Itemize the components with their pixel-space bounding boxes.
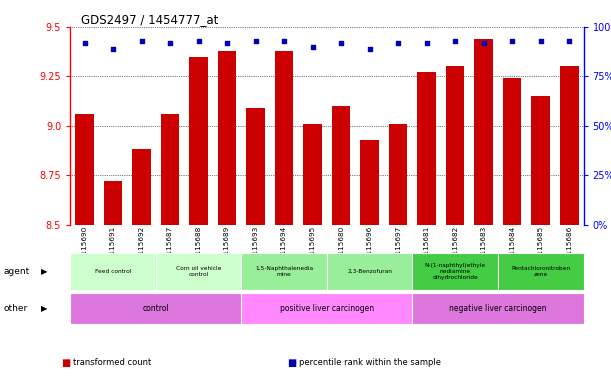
Point [479, 40, 489, 46]
Point [222, 40, 232, 46]
Text: 1,5-Naphthalenedia
mine: 1,5-Naphthalenedia mine [255, 266, 313, 277]
Bar [389, 124, 408, 225]
Point [336, 40, 346, 46]
Text: percentile rank within the sample: percentile rank within the sample [299, 358, 441, 367]
Point [450, 38, 460, 44]
Text: N-(1-naphthyl)ethyle
nediamine
dihydrochloride: N-(1-naphthyl)ethyle nediamine dihydroch… [425, 263, 486, 280]
Point [422, 40, 431, 46]
Point [393, 40, 403, 46]
Bar [303, 124, 322, 225]
Bar [474, 39, 493, 225]
Bar [446, 66, 464, 225]
Text: agent: agent [3, 267, 29, 276]
Point [251, 38, 260, 44]
Text: Corn oil vehicle
control: Corn oil vehicle control [176, 266, 221, 277]
Bar [104, 181, 122, 225]
Text: Feed control: Feed control [95, 269, 131, 274]
Bar [218, 51, 236, 225]
Bar [332, 106, 351, 225]
Point [308, 44, 318, 50]
Text: Pentachloronitroben
zene: Pentachloronitroben zene [511, 266, 570, 277]
Text: other: other [3, 304, 27, 313]
Point [507, 38, 517, 44]
Point [79, 40, 89, 46]
Text: 2,3-Benzofuran: 2,3-Benzofuran [347, 269, 392, 274]
Point [165, 40, 175, 46]
Text: transformed count: transformed count [73, 358, 152, 367]
Text: ▶: ▶ [41, 267, 47, 276]
Point [137, 38, 147, 44]
Bar [417, 72, 436, 225]
Bar [275, 51, 293, 225]
Text: GDS2497 / 1454777_at: GDS2497 / 1454777_at [81, 13, 218, 26]
Bar [161, 114, 179, 225]
Text: negative liver carcinogen: negative liver carcinogen [449, 304, 547, 313]
Text: control: control [142, 304, 169, 313]
Text: positive liver carcinogen: positive liver carcinogen [280, 304, 374, 313]
Text: ■: ■ [61, 358, 70, 368]
Bar [560, 66, 579, 225]
Bar [132, 149, 151, 225]
Bar [360, 140, 379, 225]
Text: ■: ■ [287, 358, 296, 368]
Bar [503, 78, 522, 225]
Bar [75, 114, 93, 225]
Point [279, 38, 289, 44]
Point [565, 38, 574, 44]
Bar [532, 96, 550, 225]
Point [108, 46, 118, 52]
Bar [189, 56, 208, 225]
Point [365, 46, 375, 52]
Bar [246, 108, 265, 225]
Point [536, 38, 546, 44]
Text: ▶: ▶ [41, 304, 47, 313]
Point [194, 38, 203, 44]
